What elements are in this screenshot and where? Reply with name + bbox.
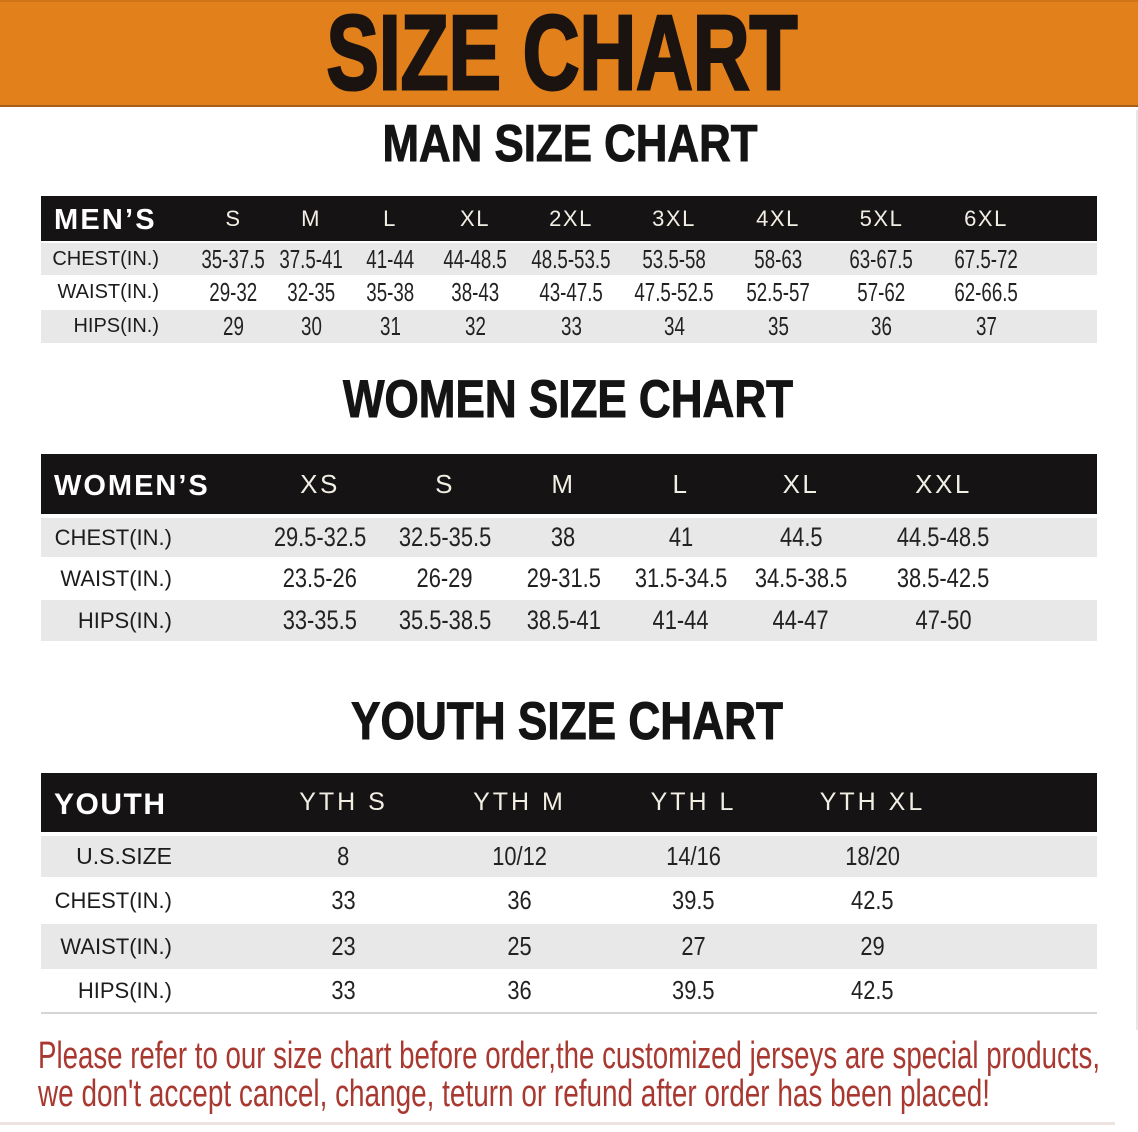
svg-text:Please refer to our size chart: Please refer to our size chart before or… [38,1035,1100,1077]
svg-text:we don't accept cancel, change: we don't accept cancel, change, teturn o… [37,1073,990,1115]
svg-text:YOUTH SIZE CHART: YOUTH SIZE CHART [351,692,783,751]
svg-text:WOMEN SIZE CHART: WOMEN SIZE CHART [343,370,793,429]
svg-text:SIZE CHART: SIZE CHART [327,0,798,112]
svg-text:MAN SIZE CHART: MAN SIZE CHART [383,115,758,173]
